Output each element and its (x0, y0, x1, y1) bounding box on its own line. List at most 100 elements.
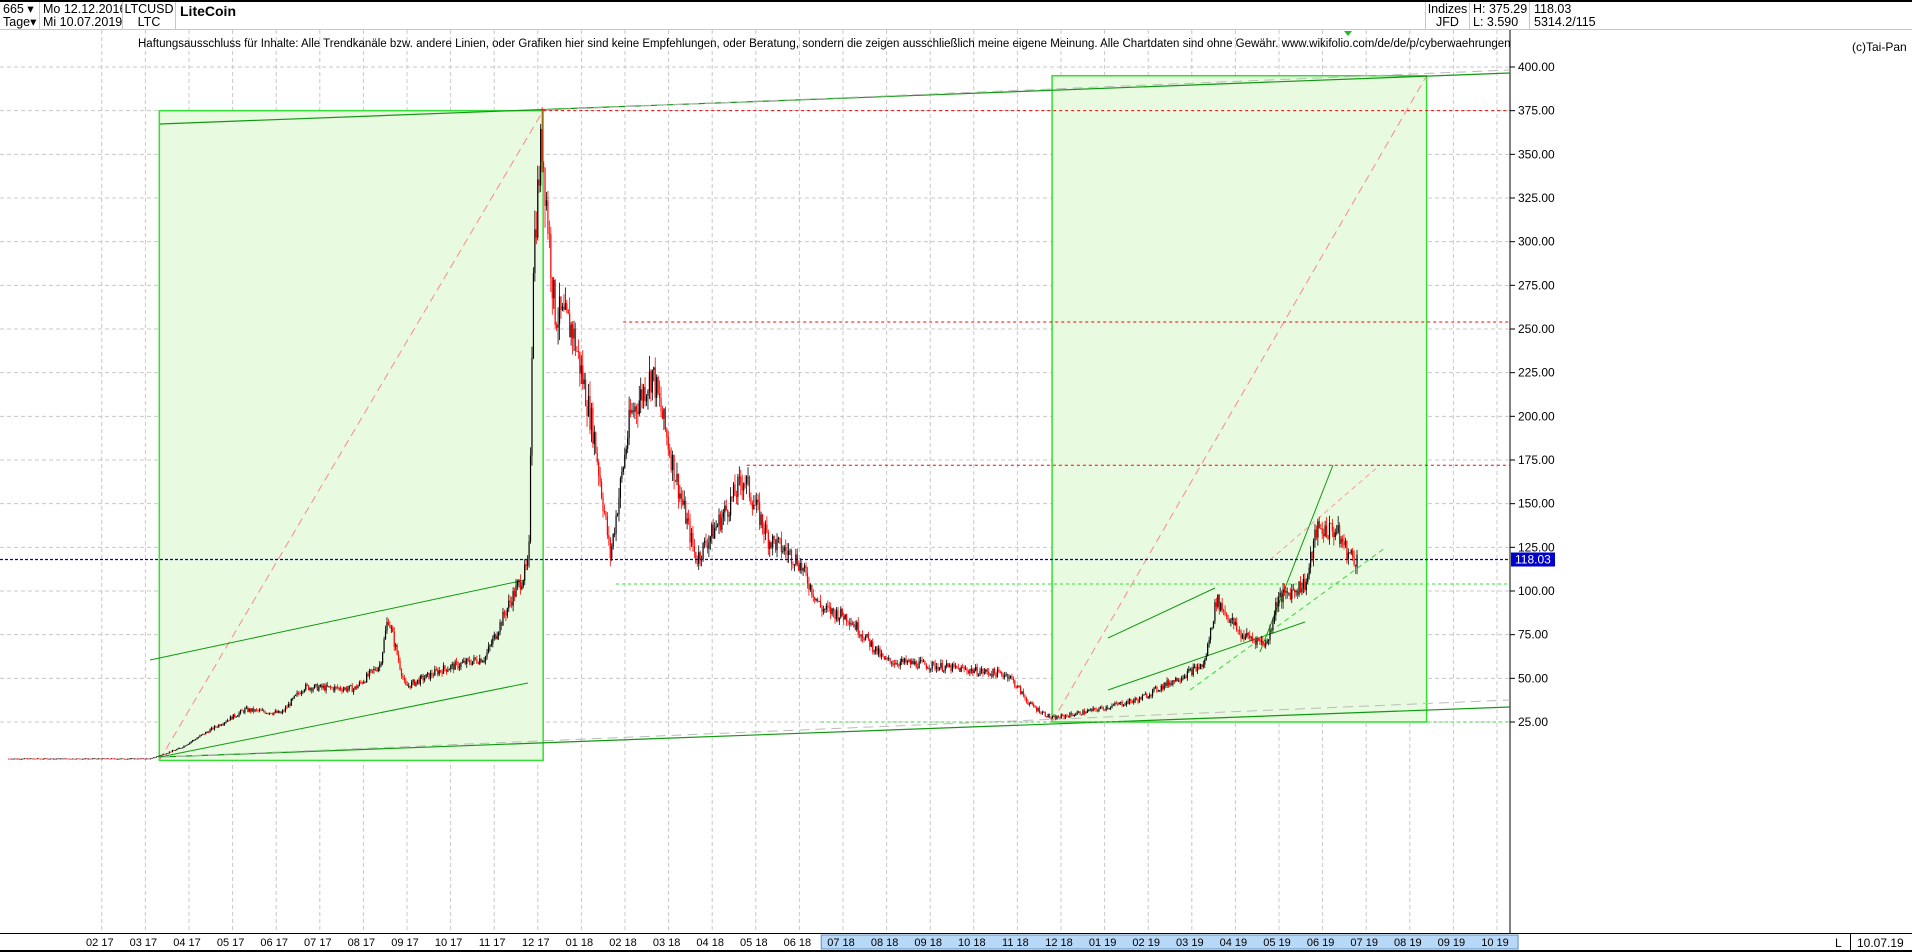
candle-body (503, 611, 506, 615)
candle-body (329, 686, 332, 688)
candle-body (457, 662, 459, 669)
candle-body (898, 664, 900, 666)
candle-body (964, 668, 967, 670)
candle-body (409, 685, 411, 688)
candle-body (371, 669, 374, 671)
candle-body (290, 698, 292, 706)
candle-body (1285, 590, 1287, 593)
candle-body (808, 583, 810, 590)
candle-body (257, 709, 259, 711)
candle-body (1144, 694, 1146, 695)
candle-body (1208, 639, 1210, 645)
candle-body (1241, 634, 1244, 639)
candle-body (600, 482, 603, 498)
candle-body (412, 679, 414, 683)
chart-title: LiteCoin (176, 2, 1426, 30)
candle-body (1333, 531, 1335, 538)
candle-body (486, 652, 488, 657)
candle-body (628, 409, 630, 439)
candle-body (915, 661, 917, 668)
candle-body (1270, 629, 1273, 631)
date-range[interactable]: Mo 12.12.2016 Mi 10.07.2019 (41, 2, 123, 30)
x-tick-label: 10 17 (435, 937, 463, 949)
candle-body (895, 663, 897, 665)
candle-body (817, 598, 819, 602)
candle-body (318, 687, 320, 691)
candle-body (129, 758, 131, 760)
candle-body (648, 371, 651, 392)
candle-body (882, 653, 884, 657)
candle-body (860, 635, 862, 637)
candle-body (579, 351, 581, 374)
candle-body (777, 537, 780, 540)
candle-body (1128, 698, 1130, 704)
candle-body (341, 689, 343, 692)
candle-body (1305, 582, 1307, 591)
candle-body (1334, 532, 1336, 538)
candle-body (946, 663, 948, 667)
candle-body (279, 711, 281, 714)
candle-body (1076, 712, 1078, 715)
candle-body (413, 679, 416, 686)
candle-body (790, 550, 793, 564)
candle-body (914, 661, 916, 665)
candle-body (1301, 588, 1303, 593)
x-tick-label: 11 17 (479, 937, 506, 949)
candle-body (194, 739, 197, 741)
candle-body (1004, 675, 1006, 678)
candle-body (84, 758, 86, 760)
candle-body (326, 684, 329, 687)
candle-body (192, 740, 194, 742)
candle-body (1146, 694, 1148, 698)
candle-body (425, 674, 427, 679)
candle-body (959, 667, 961, 672)
candle-body (1111, 705, 1113, 708)
candle-body (1324, 525, 1326, 536)
candle-body (273, 712, 275, 715)
bars-select[interactable]: 665 ▾ Tage▾ (0, 2, 40, 30)
candle-body (1279, 592, 1281, 597)
candle-body (644, 386, 646, 402)
candle-body (299, 693, 301, 695)
candle-body (1027, 701, 1029, 705)
y-tick-label: 350.00 (1518, 147, 1555, 161)
candle-body (477, 662, 479, 664)
candle-body (663, 408, 665, 419)
candle-body (1079, 711, 1081, 715)
scale-mode[interactable]: L (1835, 936, 1842, 950)
candle-body (637, 411, 639, 415)
candle-body (861, 635, 864, 639)
candle-body (534, 229, 536, 274)
candle-body (1320, 528, 1322, 530)
candle-body (16, 758, 18, 760)
candle-body (991, 674, 993, 677)
candle-body (225, 721, 227, 723)
candle-body (547, 200, 549, 234)
candle-body (525, 564, 527, 566)
candle-body (957, 667, 959, 669)
candle-body (389, 624, 391, 628)
candle-body (538, 179, 540, 186)
candle-body (931, 661, 933, 669)
candle-body (424, 678, 426, 681)
candle-body (989, 674, 991, 676)
candle-body (442, 665, 445, 674)
candle-body (811, 584, 813, 595)
candle-body (1127, 701, 1129, 704)
candle-body (122, 758, 124, 760)
candle-body (888, 658, 890, 659)
candle-body (940, 663, 942, 668)
candle-body (51, 758, 53, 760)
candle-body (863, 638, 865, 641)
x-tick-label: 06 17 (260, 937, 288, 949)
candle-body (44, 758, 46, 760)
candle-body (296, 692, 298, 695)
candle-body (134, 758, 136, 760)
candle-body (1121, 702, 1123, 706)
candle-body (1192, 666, 1194, 676)
candle-body (545, 200, 548, 206)
candle-body (1246, 632, 1248, 637)
candle-body (1156, 686, 1158, 692)
symbol-cell: LTCUSD LTC (123, 2, 176, 30)
